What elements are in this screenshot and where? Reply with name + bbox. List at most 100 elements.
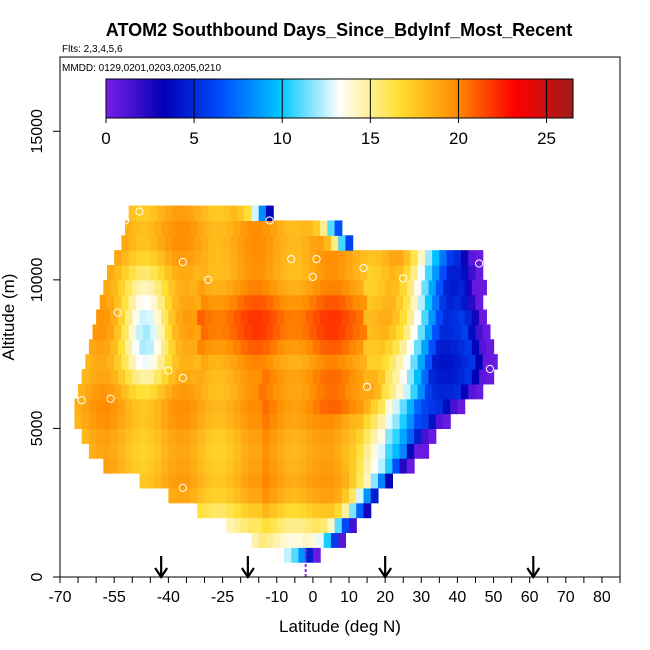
heatmap-cell bbox=[229, 265, 238, 281]
heatmap-cell bbox=[179, 324, 188, 340]
heatmap-cell bbox=[186, 235, 195, 251]
heatmap-cell bbox=[211, 369, 220, 385]
heatmap-cell bbox=[182, 428, 191, 444]
heatmap-cell bbox=[106, 265, 115, 281]
heatmap-cell bbox=[226, 428, 235, 444]
heatmap-cell bbox=[453, 294, 462, 311]
heatmap-cell bbox=[461, 324, 469, 340]
heatmap-cell bbox=[237, 294, 245, 311]
heatmap-cell bbox=[388, 265, 397, 281]
heatmap-cell bbox=[410, 294, 419, 311]
heatmap-cell bbox=[262, 517, 271, 534]
heatmap-cell bbox=[157, 205, 166, 222]
heatmap-cell bbox=[316, 265, 325, 281]
heatmap-cell bbox=[388, 294, 397, 311]
observation-point bbox=[135, 207, 144, 216]
heatmap-cell bbox=[128, 265, 137, 281]
heatmap-cell bbox=[327, 458, 336, 474]
heatmap-cell bbox=[450, 309, 459, 326]
heatmap-cell bbox=[280, 532, 289, 548]
heatmap-cell bbox=[204, 473, 213, 489]
heatmap-cell bbox=[193, 265, 202, 281]
heatmap-cell bbox=[226, 398, 235, 415]
heatmap-cell bbox=[370, 398, 379, 415]
heatmap-cell bbox=[226, 473, 235, 489]
heatmap-cell bbox=[352, 383, 361, 400]
heatmap-cell bbox=[125, 398, 133, 415]
heatmap-cell bbox=[222, 265, 231, 281]
x-tick-label: 80 bbox=[593, 589, 611, 606]
heatmap-cell bbox=[135, 383, 144, 400]
heatmap-cell bbox=[262, 339, 271, 355]
heatmap-cell bbox=[468, 383, 477, 400]
heatmap-cell bbox=[345, 383, 354, 400]
heatmap-cell bbox=[265, 324, 274, 340]
heatmap-cell bbox=[356, 458, 365, 474]
heatmap-cell bbox=[392, 369, 401, 385]
heatmap-cell bbox=[190, 473, 198, 489]
heatmap-cell bbox=[262, 443, 271, 459]
heatmap-cell bbox=[338, 250, 347, 266]
heatmap-cell bbox=[92, 383, 101, 400]
heatmap-cell bbox=[110, 398, 119, 415]
heatmap-cell bbox=[302, 354, 310, 370]
heatmap-cell bbox=[421, 443, 430, 459]
heatmap-cell bbox=[153, 279, 162, 296]
x-tick-label: 60 bbox=[521, 589, 539, 606]
heatmap-cell bbox=[197, 487, 206, 504]
heatmap-cell bbox=[428, 279, 437, 296]
heatmap-cell bbox=[172, 324, 180, 340]
heatmap-cell bbox=[410, 324, 419, 340]
heatmap-cell bbox=[298, 443, 307, 459]
heatmap-cell bbox=[330, 265, 339, 281]
colorbar-frame bbox=[105, 78, 574, 119]
heatmap-cell bbox=[233, 473, 242, 489]
heatmap-cell bbox=[251, 294, 260, 311]
heatmap-cell bbox=[157, 265, 166, 281]
heatmap-cell bbox=[374, 324, 383, 340]
heatmap-cell bbox=[352, 324, 361, 340]
heatmap-cell bbox=[276, 517, 285, 534]
heatmap-cell bbox=[341, 428, 350, 444]
heatmap-cell bbox=[150, 250, 159, 266]
heatmap-cell bbox=[284, 398, 292, 415]
heatmap-cell bbox=[197, 443, 206, 459]
heatmap-cell bbox=[327, 487, 336, 504]
heatmap-cell bbox=[312, 487, 321, 504]
heatmap-cell bbox=[298, 369, 307, 385]
heatmap-cell bbox=[218, 428, 227, 444]
heatmap-cell bbox=[396, 324, 404, 340]
heatmap-cell bbox=[359, 265, 368, 281]
colorbar-tick-label: 15 bbox=[361, 129, 380, 148]
heatmap-cell bbox=[414, 279, 422, 296]
heatmap-cell bbox=[215, 383, 224, 400]
heatmap-cell bbox=[182, 443, 191, 459]
heatmap-cell bbox=[168, 279, 177, 296]
heatmap-cell bbox=[432, 250, 440, 266]
observation-point bbox=[164, 366, 173, 375]
heatmap-cell bbox=[208, 250, 216, 266]
heatmap-cell bbox=[161, 443, 169, 459]
heatmap-cell bbox=[341, 473, 350, 489]
flight-arrow bbox=[240, 556, 255, 579]
heatmap-cell bbox=[233, 502, 242, 519]
heatmap-cell bbox=[96, 309, 104, 326]
heatmap-cell bbox=[204, 443, 213, 459]
heatmap-cell bbox=[132, 309, 141, 326]
heatmap-cell bbox=[338, 265, 347, 281]
heatmap-cell bbox=[276, 473, 285, 489]
heatmap-cell bbox=[125, 279, 133, 296]
heatmap-cell bbox=[197, 502, 206, 519]
heatmap-cell bbox=[251, 205, 260, 222]
heatmap-cell bbox=[280, 294, 289, 311]
heatmap-cell bbox=[432, 265, 440, 281]
heatmap-cell bbox=[128, 383, 137, 400]
heatmap-cell bbox=[327, 279, 336, 296]
heatmap-cell bbox=[143, 383, 151, 400]
heatmap-cell bbox=[316, 324, 325, 340]
heatmap-cell bbox=[302, 235, 310, 251]
heatmap-cell bbox=[374, 250, 383, 266]
heatmap-cell bbox=[316, 532, 325, 548]
heatmap-cell bbox=[74, 413, 83, 430]
heatmap-cell bbox=[190, 487, 198, 504]
